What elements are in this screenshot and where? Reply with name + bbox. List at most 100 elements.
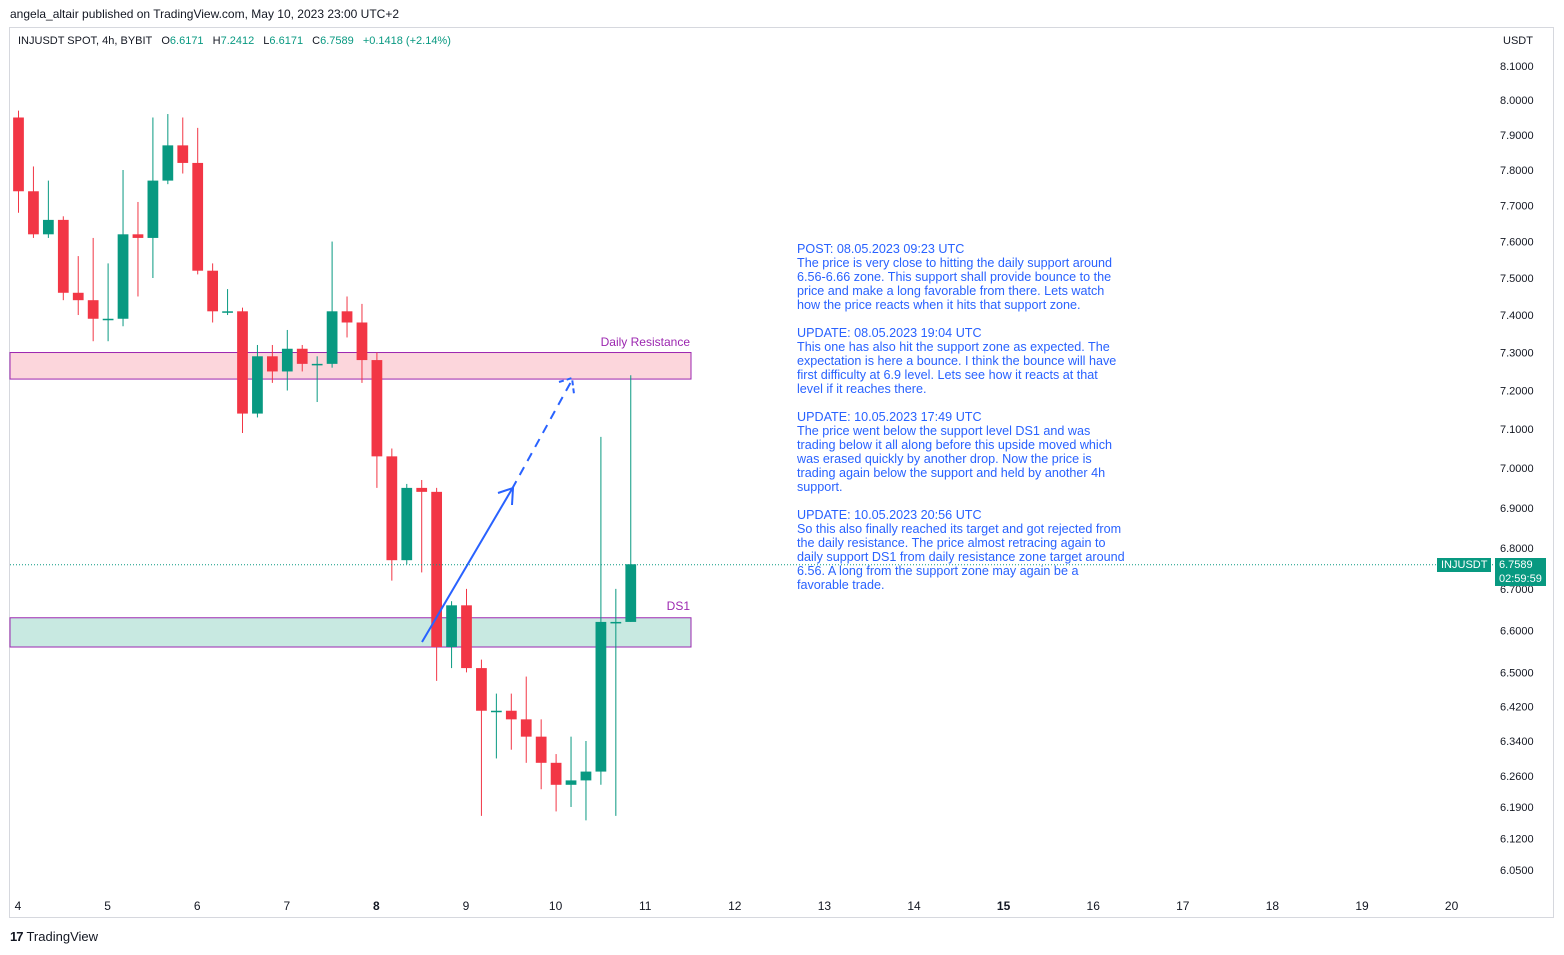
note-update3-title: UPDATE: 10.05.2023 20:56 UTC	[797, 508, 982, 522]
x-tick-label: 12	[728, 899, 742, 913]
candle	[550, 754, 562, 812]
candle	[177, 117, 189, 174]
note-update3-body: So this also finally reached its target …	[797, 522, 1125, 592]
candle-body	[311, 363, 323, 366]
candle	[595, 436, 607, 785]
candle-body	[207, 270, 219, 312]
x-tick-label: 9	[463, 899, 470, 913]
candle-body	[550, 762, 562, 785]
candle	[296, 344, 308, 372]
y-tick-label: 7.8000	[1500, 165, 1534, 177]
x-tick-label: 15	[997, 899, 1011, 913]
candle-body	[461, 605, 472, 669]
candle	[341, 296, 353, 338]
x-tick-label: 6	[194, 899, 201, 913]
tradingview-logo-icon: 17	[10, 929, 24, 944]
y-tick-label: 7.6000	[1500, 237, 1534, 249]
candle-body	[42, 219, 54, 235]
candle	[401, 483, 413, 565]
candle	[252, 344, 263, 418]
note-post-title: POST: 08.05.2023 09:23 UTC	[797, 242, 965, 256]
candle-body	[326, 311, 338, 364]
candle	[57, 216, 69, 301]
note-post-body: The price is very close to hitting the d…	[797, 256, 1113, 312]
y-tick-label: 7.3000	[1500, 348, 1534, 360]
candle	[356, 303, 368, 383]
candle-body	[147, 180, 159, 238]
low-label: L	[263, 35, 270, 47]
y-tick-label: 7.0000	[1500, 463, 1534, 475]
candle	[266, 344, 278, 383]
candle-body	[401, 487, 413, 561]
candle	[192, 127, 204, 275]
candle-body	[580, 771, 592, 781]
candle-body	[610, 621, 622, 624]
x-tick-label: 20	[1445, 899, 1459, 913]
x-tick-label: 10	[549, 899, 563, 913]
candle-body	[490, 710, 502, 713]
y-tick-label: 6.2600	[1500, 771, 1534, 783]
x-tick-label: 13	[818, 899, 832, 913]
candle-body	[132, 234, 144, 238]
candle-body	[72, 292, 84, 301]
candle	[431, 487, 443, 681]
chart-frame	[9, 27, 1554, 918]
high-label: H	[212, 35, 221, 47]
candle-body	[117, 234, 129, 319]
x-tick-label: 7	[283, 899, 290, 913]
candle	[505, 693, 517, 750]
y-tick-label: 6.7000	[1500, 584, 1534, 596]
candle	[102, 263, 114, 342]
candle-body	[87, 300, 99, 319]
candle-body	[386, 456, 398, 561]
y-tick-label: 7.5000	[1500, 273, 1534, 285]
y-tick-label: 6.1900	[1500, 802, 1534, 814]
candle	[147, 117, 159, 279]
candle-body	[281, 348, 293, 372]
y-tick-label: 6.4200	[1500, 701, 1534, 713]
candle-body	[565, 780, 577, 785]
candle	[132, 201, 144, 297]
candle	[461, 588, 472, 673]
candle	[207, 263, 219, 323]
y-tick-label: 8.0000	[1500, 95, 1534, 107]
candle-body	[356, 322, 368, 361]
candle	[386, 448, 398, 581]
candle	[326, 241, 338, 368]
candle-body	[296, 348, 308, 364]
y-tick-label: 7.2000	[1500, 386, 1534, 398]
x-tick-label: 18	[1266, 899, 1280, 913]
y-tick-label: 6.8000	[1500, 543, 1534, 555]
footer-brand[interactable]: 17 TradingView	[10, 929, 98, 944]
y-tick-label: 7.7000	[1500, 201, 1534, 213]
candle-body	[28, 191, 39, 235]
candle-body	[625, 564, 637, 622]
candle-body	[505, 710, 517, 720]
candle	[162, 114, 174, 185]
candle	[520, 676, 532, 763]
candle-body	[13, 117, 24, 192]
trend-arrow-solid	[421, 488, 513, 643]
x-tick-label: 16	[1087, 899, 1101, 913]
y-tick-label: 7.9000	[1500, 130, 1534, 142]
currency-label: USDT	[1503, 35, 1533, 47]
x-tick-label: 8	[373, 899, 380, 913]
candle-body	[476, 668, 487, 711]
y-tick-label: 6.5000	[1500, 667, 1534, 679]
candle-body	[416, 487, 428, 492]
symbol-info: INJUSDT SPOT, 4h, BYBIT	[18, 35, 153, 47]
candle-body	[446, 605, 457, 648]
x-tick-label: 5	[104, 899, 111, 913]
publisher-caption: angela_altair published on TradingView.c…	[10, 7, 400, 21]
candle	[72, 256, 84, 316]
candle	[476, 659, 487, 816]
y-tick-label: 6.3400	[1500, 736, 1534, 748]
candle-body	[371, 360, 383, 457]
close-value: 6.7589	[320, 35, 354, 47]
open-label: O	[161, 35, 170, 47]
candle-body	[192, 162, 204, 271]
y-tick-label: 6.0500	[1500, 865, 1534, 877]
y-tick-label: 6.1200	[1500, 833, 1534, 845]
footer-brand-name: TradingView	[26, 929, 99, 944]
